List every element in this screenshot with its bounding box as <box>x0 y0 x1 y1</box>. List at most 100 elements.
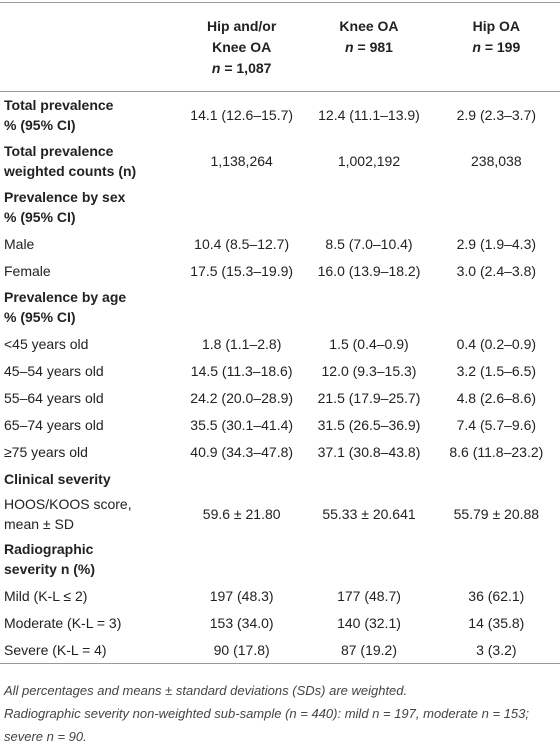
empty-cell <box>178 184 305 230</box>
table-row: Male 10.4 (8.5–12.7) 8.5 (7.0–10.4) 2.9 (1.… <box>0 230 560 257</box>
label-line: Radiographic <box>4 541 94 557</box>
cell: 87 (19.2) <box>340 641 398 658</box>
n-symbol: n <box>345 39 354 55</box>
table-row: Total prevalence % (95% CI) 14.1 (12.6–15.… <box>0 92 560 139</box>
cell: 197 (48.3) <box>209 587 274 604</box>
header-line: Hip OA <box>472 18 521 34</box>
table-row: Clinical severity <box>0 465 560 492</box>
cell: 177 (48.7) <box>337 587 401 604</box>
header-count-line: n = 199 <box>433 37 560 58</box>
cell: 4.8 (2.6–8.6) <box>456 389 537 406</box>
cell: 12.0 (9.3–15.3) <box>321 362 417 379</box>
empty-cell <box>433 465 560 492</box>
cell: 31.5 (26.5–36.9) <box>317 416 421 433</box>
footnotes: All percentages and means ± standard dev… <box>0 664 560 748</box>
row-label: Male <box>0 230 178 257</box>
cell: 7.4 (5.7–9.6) <box>456 416 537 433</box>
table-row: <45 years old 1.8 (1.1–2.8) 1.5 (0.4–0.9) 0… <box>0 330 560 357</box>
empty-cell <box>305 465 432 492</box>
label-line: Female <box>4 262 51 279</box>
label-line: Severe (K-L = 4) <box>4 641 107 658</box>
table-header: Hip and/or Knee OA n = 1,087 Knee OA n = 981… <box>0 2 560 92</box>
cell: 14 (35.8) <box>468 614 525 631</box>
empty-cell <box>433 536 560 582</box>
table-row: Mild (K-L ≤ 2) 197 (48.3) 177 (48.7) 36 (62… <box>0 582 560 609</box>
cell: 8.5 (7.0–10.4) <box>325 235 413 252</box>
cell: 21.5 (17.9–25.7) <box>317 389 421 406</box>
cell: 14.5 (11.3–18.6) <box>190 362 293 379</box>
footnote: Radiographic severity non-weighted sub-s… <box>4 706 529 744</box>
cell: 3 (3.2) <box>476 641 517 658</box>
row-label: Female <box>0 257 178 284</box>
cell: 59.6 ± 21.80 <box>202 506 281 522</box>
row-label: Prevalence by sex % (95% CI) <box>0 184 178 230</box>
label-line: % (95% CI) <box>4 209 76 225</box>
footnote: All percentages and means ± standard dev… <box>4 683 408 698</box>
n-count: = 1,087 <box>224 60 272 76</box>
empty-cell <box>305 284 432 330</box>
label-line: Total prevalence <box>4 143 114 159</box>
label-line: 65–74 years old <box>4 416 104 433</box>
cell: 3.2 (1.5–6.5) <box>456 362 537 379</box>
label-line: Prevalence by age <box>4 289 127 305</box>
label-line: Male <box>4 235 35 252</box>
header-count-line: n = 981 <box>305 37 432 58</box>
cell: 1.5 (0.4–0.9) <box>329 335 409 352</box>
cell: 10.4 (8.5–12.7) <box>194 235 290 252</box>
cell: 3.0 (2.4–3.8) <box>456 262 537 279</box>
header-line: Knee OA <box>212 39 272 55</box>
header-cell: Hip and/or Knee OA n = 1,087 <box>178 2 306 92</box>
row-label: Mild (K-L ≤ 2) <box>0 582 178 609</box>
table-row: Moderate (K-L = 3) 153 (34.0) 140 (32.1) 14… <box>0 609 560 636</box>
label-line: ≥75 years old <box>4 443 88 460</box>
row-label: <45 years old <box>0 330 178 357</box>
label-line: Clinical severity <box>4 470 111 487</box>
empty-cell <box>178 465 305 492</box>
empty-cell <box>178 536 305 582</box>
table-row: Total prevalence weighted counts (n) 1,138… <box>0 138 560 184</box>
label-line: HOOS/KOOS score, <box>4 496 132 512</box>
empty-cell <box>433 284 560 330</box>
cell: 17.5 (15.3–19.9) <box>190 262 294 279</box>
cell: 1.8 (1.1–2.8) <box>201 335 282 352</box>
table-row: 45–54 years old 14.5 (11.3–18.6) 12.0 (9.3… <box>0 357 560 384</box>
table-row: Prevalence by sex % (95% CI) <box>0 184 560 230</box>
label-line: mean ± SD <box>4 516 74 532</box>
table-row: 55–64 years old 24.2 (20.0–28.9) 21.5 (17.… <box>0 384 560 411</box>
cell: 24.2 (20.0–28.9) <box>190 389 294 406</box>
cell: 8.6 (11.8–23.2) <box>449 443 544 460</box>
table-body: Total prevalence % (95% CI) 14.1 (12.6–15.… <box>0 92 560 664</box>
table-row: HOOS/KOOS score, mean ± SD 59.6 ± 21.80 55.… <box>0 492 560 536</box>
cell: 40.9 (34.3–47.8) <box>190 443 294 460</box>
cell: 1,002,192 <box>337 153 401 169</box>
label-line: weighted counts (n) <box>4 163 137 179</box>
n-count: = 981 <box>357 39 393 55</box>
cell: 90 (17.8) <box>213 641 270 658</box>
label-line: 45–54 years old <box>4 362 104 379</box>
table-row: Prevalence by age % (95% CI) <box>0 284 560 330</box>
header-count-line: n = 1,087 <box>178 58 305 79</box>
empty-cell <box>178 284 305 330</box>
cell: 140 (32.1) <box>337 614 401 631</box>
header-cell: Knee OA n = 981 <box>305 2 433 92</box>
header-cell: Hip OA n = 199 <box>432 2 560 92</box>
row-label: Total prevalence weighted counts (n) <box>0 138 178 184</box>
row-label: Severe (K-L = 4) <box>0 636 178 664</box>
label-line: % (95% CI) <box>4 309 76 325</box>
cell: 36 (62.1) <box>468 587 525 604</box>
row-label: Moderate (K-L = 3) <box>0 609 178 636</box>
cell: 1,138,264 <box>210 153 273 169</box>
table-row: Severe (K-L = 4) 90 (17.8) 87 (19.2) 3 (3.2… <box>0 636 560 664</box>
row-label: Radiographic severity n (%) <box>0 536 178 582</box>
table-row: Radiographic severity n (%) <box>0 536 560 582</box>
label-line: Total prevalence <box>4 97 114 113</box>
cell: 0.4 (0.2–0.9) <box>456 335 537 352</box>
n-count: = 199 <box>484 39 521 55</box>
cell: 2.9 (1.9–4.3) <box>456 235 537 252</box>
label-line: severity n (%) <box>4 561 96 577</box>
label-line: Prevalence by sex <box>4 189 126 205</box>
row-label: ≥75 years old <box>0 438 178 465</box>
empty-cell <box>305 184 432 230</box>
label-line: Moderate (K-L = 3) <box>4 614 122 631</box>
header-blank <box>0 2 178 92</box>
